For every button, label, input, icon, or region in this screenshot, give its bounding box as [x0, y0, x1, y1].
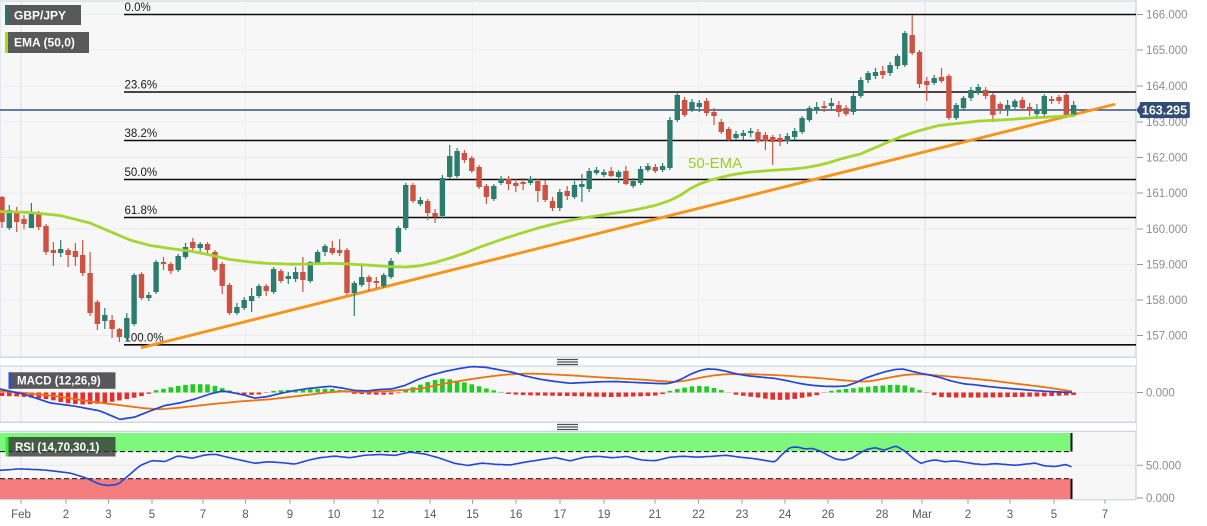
svg-text:26: 26	[822, 509, 835, 521]
svg-text:159.000: 159.000	[1146, 260, 1188, 272]
svg-text:RSI (14,70,30,1): RSI (14,70,30,1)	[15, 442, 100, 454]
svg-text:19: 19	[598, 509, 611, 521]
svg-text:0.0%: 0.0%	[125, 2, 151, 14]
svg-text:10: 10	[328, 509, 341, 521]
svg-text:161.000: 161.000	[1146, 188, 1188, 200]
svg-text:5: 5	[149, 509, 155, 521]
svg-text:163.000: 163.000	[1146, 117, 1188, 129]
svg-text:9: 9	[287, 509, 293, 521]
svg-text:EMA (50,0): EMA (50,0)	[14, 36, 75, 50]
svg-text:162.000: 162.000	[1146, 153, 1188, 165]
svg-text:160.000: 160.000	[1146, 224, 1188, 236]
svg-text:16: 16	[510, 509, 523, 521]
svg-text:50-EMA: 50-EMA	[688, 155, 742, 172]
svg-text:14: 14	[424, 509, 437, 521]
svg-text:8: 8	[242, 509, 248, 521]
svg-text:Feb: Feb	[11, 509, 31, 521]
svg-text:15: 15	[466, 509, 479, 521]
svg-text:GBP/JPY: GBP/JPY	[14, 9, 66, 23]
svg-text:17: 17	[554, 509, 567, 521]
svg-text:164.000: 164.000	[1146, 81, 1188, 93]
svg-text:Mar: Mar	[912, 509, 932, 521]
svg-text:7: 7	[200, 509, 206, 521]
svg-text:21: 21	[649, 509, 662, 521]
svg-text:158.000: 158.000	[1146, 295, 1188, 307]
svg-text:38.2%: 38.2%	[125, 128, 158, 140]
svg-text:2: 2	[965, 509, 971, 521]
svg-text:50.0%: 50.0%	[125, 167, 158, 179]
svg-text:50.000: 50.000	[1146, 460, 1181, 472]
svg-text:163.295: 163.295	[1142, 103, 1187, 117]
svg-text:MACD (12,26,9): MACD (12,26,9)	[17, 375, 101, 387]
svg-text:3: 3	[105, 509, 111, 521]
svg-text:157.000: 157.000	[1146, 331, 1188, 343]
svg-text:3: 3	[1007, 509, 1013, 521]
svg-text:61.8%: 61.8%	[125, 205, 158, 217]
svg-text:0.000: 0.000	[1146, 493, 1175, 505]
svg-text:12: 12	[372, 509, 385, 521]
svg-text:23.6%: 23.6%	[125, 80, 158, 92]
svg-text:22: 22	[692, 509, 705, 521]
svg-text:28: 28	[876, 509, 889, 521]
svg-text:165.000: 165.000	[1146, 45, 1188, 57]
svg-text:100.0%: 100.0%	[125, 332, 164, 344]
svg-text:166.000: 166.000	[1146, 10, 1188, 22]
svg-text:5: 5	[1051, 509, 1057, 521]
svg-text:24: 24	[779, 509, 792, 521]
svg-text:2: 2	[63, 509, 69, 521]
svg-text:23: 23	[736, 509, 749, 521]
svg-text:7: 7	[1102, 509, 1108, 521]
svg-text:0.000: 0.000	[1146, 388, 1175, 400]
